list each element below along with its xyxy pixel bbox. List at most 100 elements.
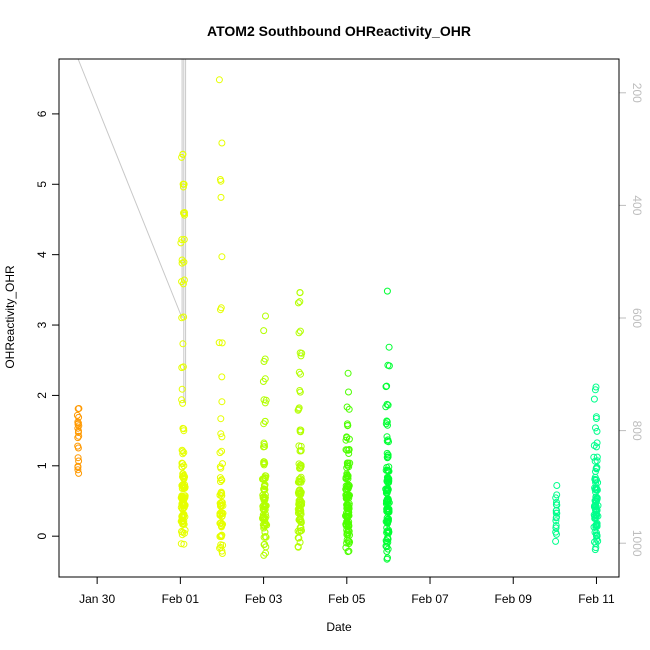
- data-point: [260, 327, 268, 335]
- data-point: [178, 259, 186, 267]
- data-point: [218, 531, 226, 539]
- data-point: [216, 176, 224, 183]
- data-point: [217, 304, 225, 312]
- data-point: [218, 253, 226, 261]
- data-point: [218, 339, 226, 347]
- data-point: [180, 180, 188, 188]
- data-point: [179, 340, 187, 348]
- data-point: [342, 494, 350, 502]
- data-point: [344, 369, 352, 377]
- data-point: [592, 512, 600, 520]
- y-tick-label: 1: [35, 462, 49, 469]
- data-point: [383, 433, 391, 441]
- data-point: [218, 447, 226, 455]
- data-point: [217, 464, 225, 472]
- data-point: [74, 462, 82, 470]
- data-point: [74, 434, 82, 442]
- data-point: [74, 444, 82, 452]
- data-point: [384, 467, 392, 475]
- data-point: [344, 461, 351, 469]
- data-point: [552, 517, 560, 525]
- data-point: [74, 466, 82, 474]
- data-point: [345, 482, 353, 490]
- data-point: [383, 287, 391, 295]
- data-point: [345, 522, 353, 530]
- data-point: [590, 395, 598, 403]
- y-tick-label: 2: [35, 392, 49, 399]
- data-point: [384, 487, 392, 495]
- data-point: [217, 415, 225, 423]
- data-point: [178, 528, 185, 535]
- x-tick-label: Feb 03: [245, 592, 283, 606]
- data-point: [345, 547, 353, 555]
- data-point: [343, 536, 351, 544]
- y-tick-label: 3: [35, 321, 49, 328]
- right-y-tick-label: 400: [630, 195, 644, 215]
- data-point: [342, 474, 350, 482]
- data-point: [178, 364, 186, 372]
- data-point: [294, 299, 302, 307]
- data-point: [297, 428, 305, 436]
- data-point: [297, 370, 304, 378]
- data-point: [382, 383, 390, 391]
- data-point: [345, 527, 353, 535]
- data-point: [385, 343, 393, 351]
- data-point: [218, 476, 225, 484]
- data-point: [385, 438, 392, 446]
- data-point: [217, 193, 225, 201]
- data-point: [218, 523, 225, 531]
- data-point: [345, 388, 352, 396]
- data-point: [591, 473, 599, 481]
- data-point: [345, 435, 353, 443]
- data-point: [344, 422, 352, 430]
- data-point: [384, 534, 392, 541]
- data-point: [297, 442, 305, 450]
- data-point: [384, 545, 392, 553]
- data-point: [178, 531, 186, 539]
- data-point: [345, 405, 353, 413]
- y-axis-label: OHReactivity_OHR: [3, 265, 17, 369]
- data-point: [295, 329, 303, 337]
- data-point: [553, 513, 560, 521]
- data-point: [552, 528, 560, 536]
- data-point: [553, 498, 560, 506]
- right-y-tick-label: 200: [630, 83, 644, 103]
- data-point: [74, 429, 82, 436]
- data-point: [179, 450, 187, 458]
- data-point: [260, 458, 268, 466]
- data-point: [296, 515, 304, 523]
- data-point: [260, 506, 268, 514]
- right-y-tick-label: 800: [630, 421, 644, 441]
- data-point: [592, 413, 600, 421]
- data-point: [592, 383, 600, 391]
- data-point: [591, 546, 599, 554]
- data-point: [552, 524, 560, 532]
- data-point: [296, 289, 304, 296]
- data-point: [294, 543, 302, 551]
- data-point: [593, 453, 601, 461]
- data-point: [75, 469, 83, 477]
- data-point: [179, 518, 187, 526]
- data-point: [177, 540, 185, 548]
- data-point: [75, 432, 83, 440]
- data-point: [592, 479, 600, 487]
- data-point: [178, 256, 186, 264]
- data-point: [297, 527, 305, 535]
- data-point: [180, 485, 188, 493]
- data-point: [218, 373, 226, 381]
- data-point: [593, 464, 600, 472]
- data-point: [345, 508, 353, 516]
- data-point: [553, 491, 561, 499]
- data-point: [178, 463, 186, 471]
- data-point: [179, 470, 187, 478]
- data-point: [385, 505, 393, 513]
- data-point: [343, 403, 351, 411]
- data-point: [180, 493, 188, 501]
- data-point: [218, 547, 226, 555]
- data-point: [179, 424, 187, 432]
- data-point: [178, 236, 186, 244]
- data-point: [261, 533, 269, 540]
- data-point: [74, 424, 82, 432]
- data-point: [297, 473, 305, 481]
